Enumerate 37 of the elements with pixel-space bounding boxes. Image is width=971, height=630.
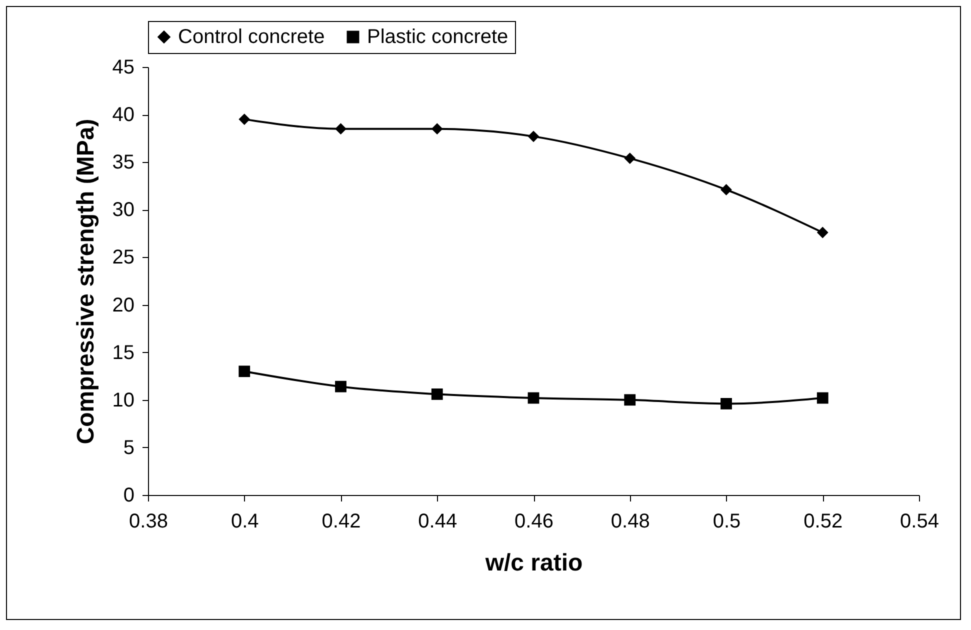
x-axis-title: w/c ratio	[484, 550, 583, 576]
legend-label: Plastic concrete	[367, 26, 508, 48]
point	[528, 392, 540, 404]
y-tick-label: 20	[112, 294, 134, 316]
x-tick-label: 0.52	[804, 510, 843, 532]
x-tick-label: 0.38	[129, 510, 168, 532]
point	[335, 123, 346, 135]
point	[720, 184, 732, 196]
legend-label: Control concrete	[178, 26, 325, 48]
y-tick-label: 35	[112, 152, 134, 174]
point	[431, 388, 443, 400]
point	[431, 123, 443, 135]
y-tick-label: 45	[112, 56, 134, 78]
point	[624, 394, 636, 406]
point	[816, 392, 828, 404]
y-tick-label: 30	[112, 199, 134, 222]
x-tick-label: 0.5	[712, 510, 741, 532]
point	[720, 398, 732, 410]
point	[335, 380, 346, 392]
point	[624, 152, 636, 164]
point	[238, 366, 250, 378]
x-tick-label: 0.44	[418, 510, 458, 532]
x-tick-label: 0.4	[230, 510, 259, 532]
point	[528, 130, 540, 142]
point	[238, 114, 250, 126]
x-tick-label: 0.54	[900, 510, 939, 532]
y-tick-label: 40	[112, 104, 134, 126]
y-axis-title: Compressive strength (MPa)	[72, 118, 100, 444]
y-tick-label: 0	[123, 484, 134, 506]
x-tick-label: 0.46	[514, 510, 554, 532]
y-tick-label: 10	[112, 389, 134, 412]
y-tick-label: 15	[112, 342, 134, 364]
y-tick-label: 5	[123, 436, 134, 459]
x-tick-label: 0.48	[610, 510, 650, 532]
x-tick-label: 0.42	[322, 510, 361, 532]
y-tick-label: 25	[112, 246, 134, 269]
point	[816, 226, 828, 238]
